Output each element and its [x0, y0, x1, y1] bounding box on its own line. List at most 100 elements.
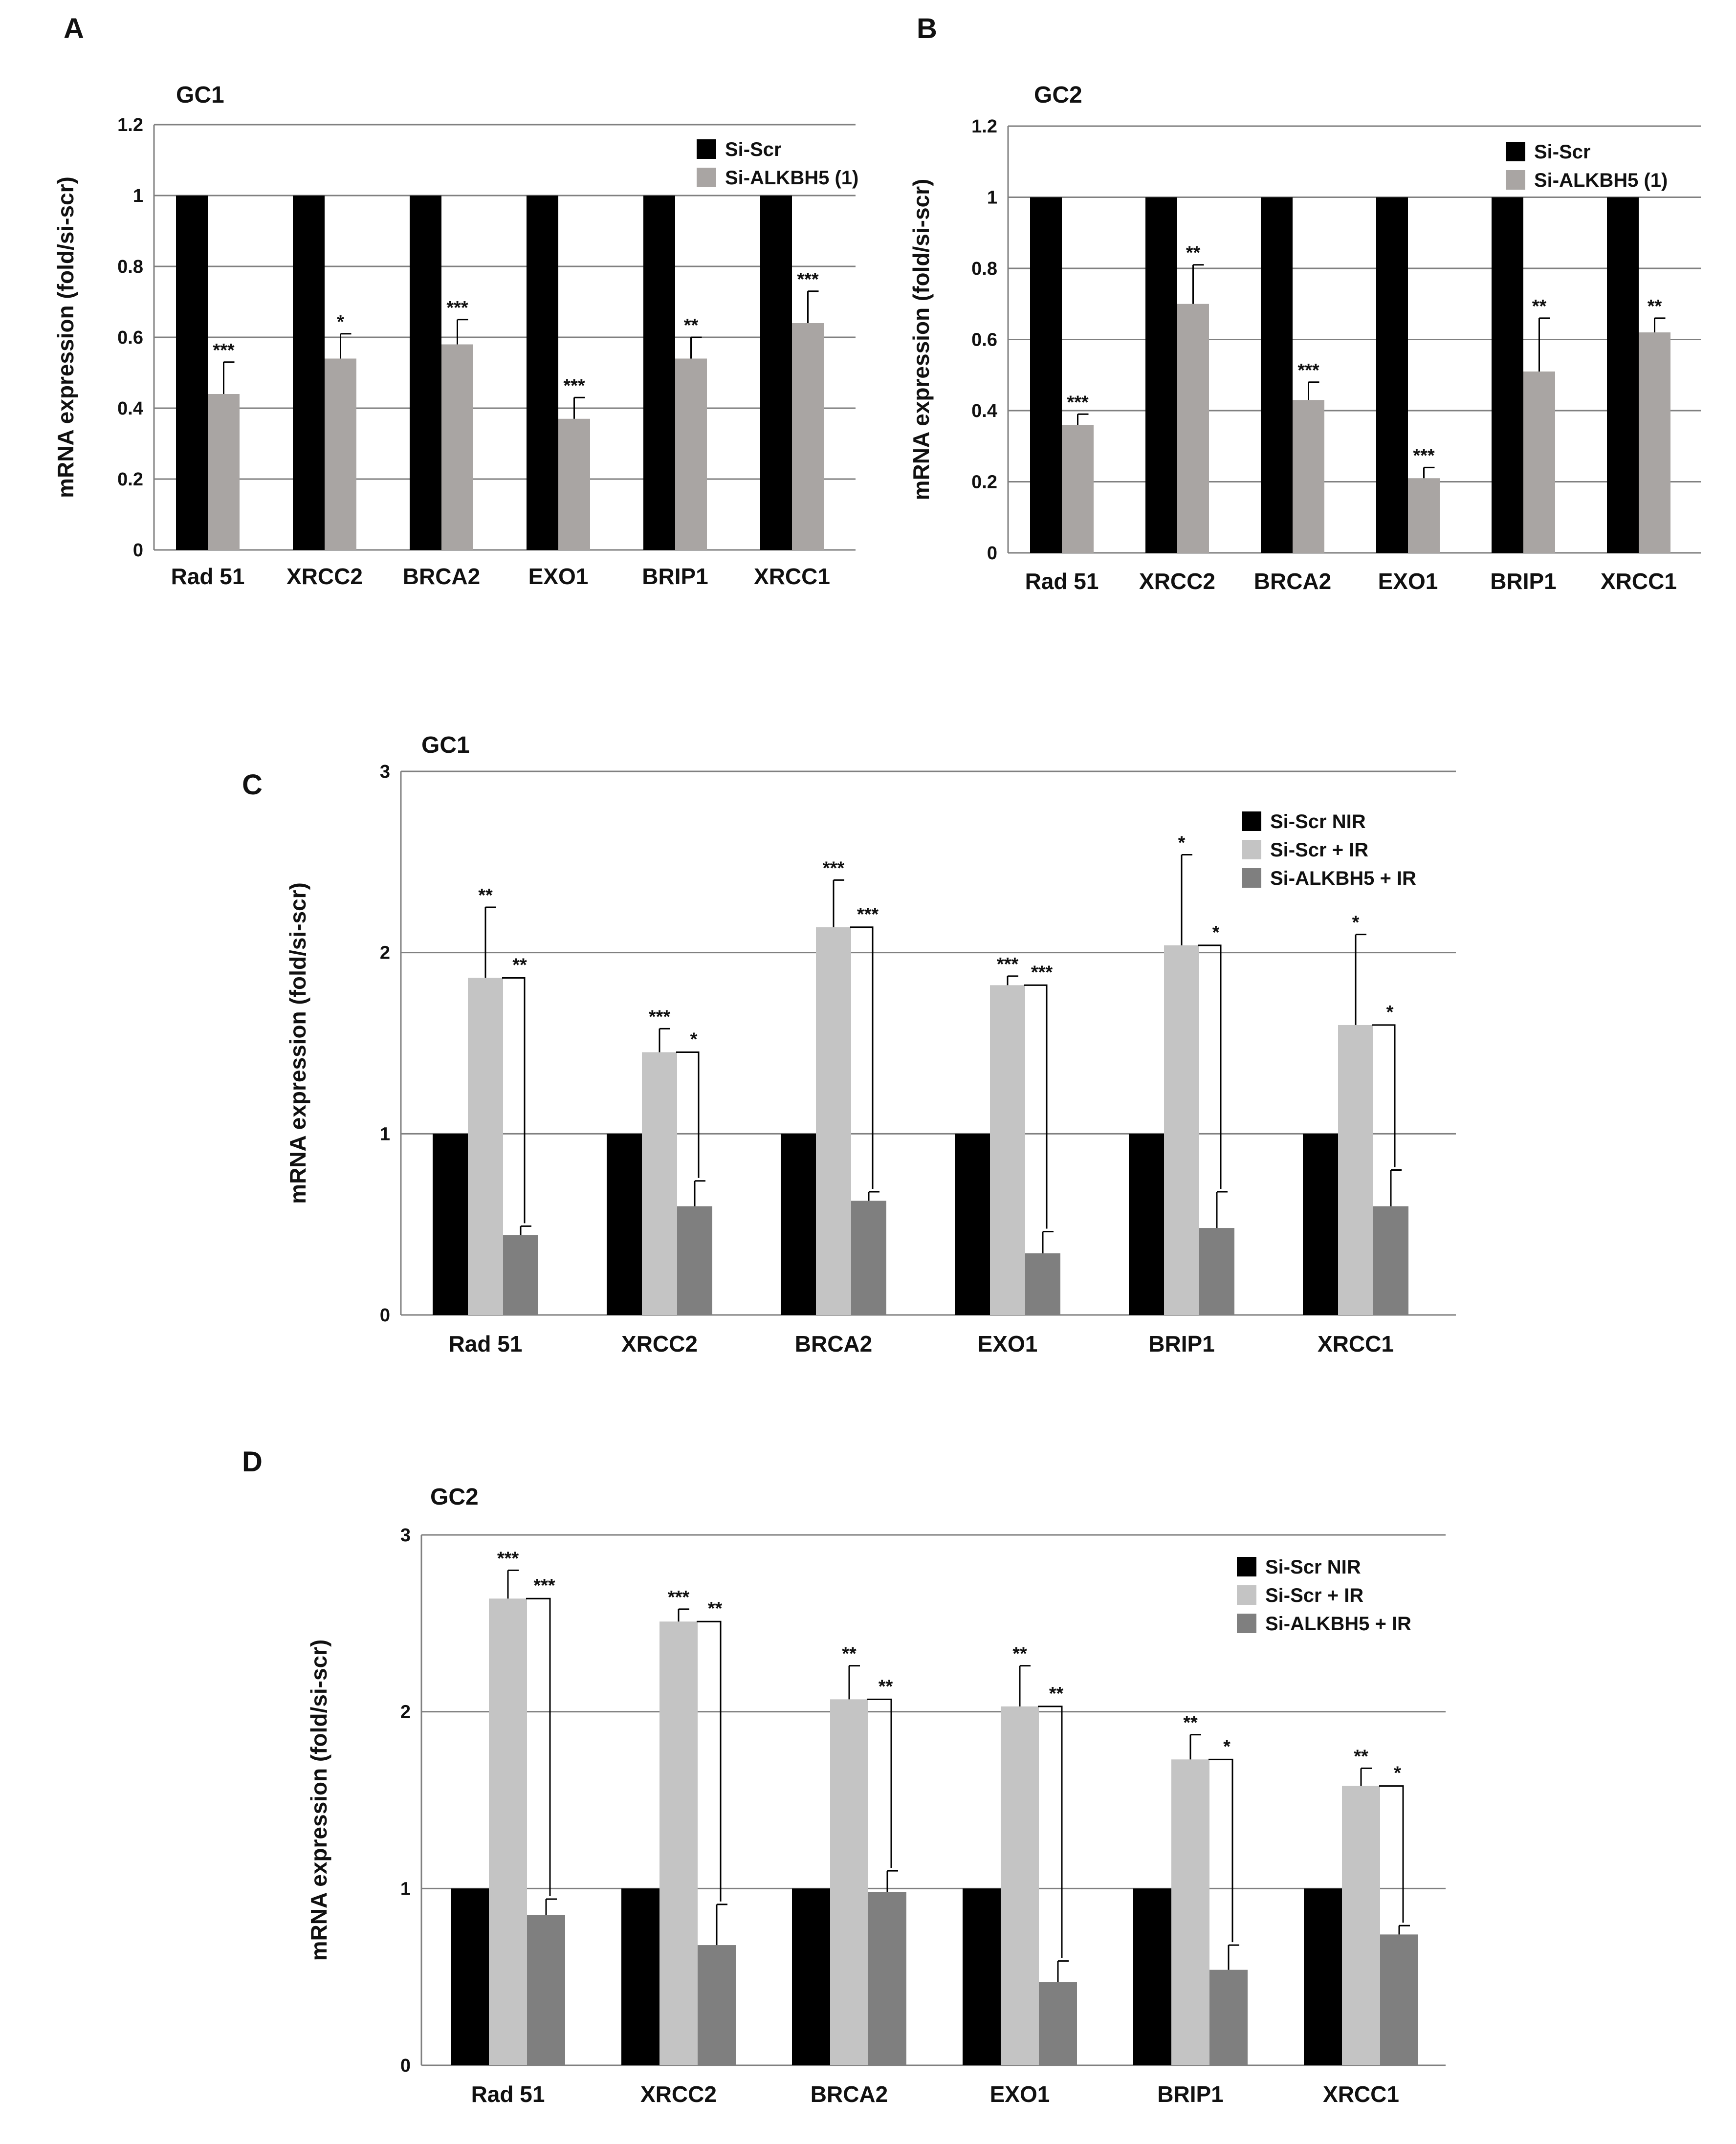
category-label: XRCC1 — [754, 564, 830, 589]
bar — [792, 323, 824, 550]
bar — [325, 358, 356, 550]
bar — [1607, 197, 1639, 553]
y-tick-label: 0 — [400, 2056, 411, 2076]
significance-stars: ** — [1648, 296, 1662, 317]
category-label: EXO1 — [990, 2081, 1050, 2107]
y-tick-label: 0 — [987, 543, 997, 564]
y-tick-label: 0.6 — [117, 328, 143, 348]
bar — [677, 1206, 712, 1315]
significance-stars: *** — [497, 1548, 519, 1569]
y-tick-label: 1.2 — [971, 116, 997, 137]
comparison-stars: ** — [879, 1676, 893, 1697]
bar — [1492, 197, 1523, 553]
bar — [176, 196, 208, 550]
significance-stars: *** — [649, 1006, 671, 1027]
y-tick-label: 0.6 — [971, 330, 997, 350]
bar — [1303, 1134, 1338, 1315]
bar — [698, 1945, 736, 2065]
category-label: BRCA2 — [811, 2081, 888, 2107]
legend-swatch — [1237, 1585, 1256, 1605]
bar — [489, 1598, 527, 2065]
bar — [816, 927, 851, 1315]
comparison-stars: *** — [1031, 962, 1053, 983]
bar — [675, 358, 707, 550]
significance-stars: *** — [997, 954, 1019, 975]
y-tick-label: 1 — [987, 188, 997, 208]
legend-label: Si-Scr NIR — [1270, 811, 1366, 832]
y-tick-label: 0 — [380, 1305, 390, 1326]
y-tick-label: 3 — [380, 762, 390, 782]
panel-a: A GC1 0 0.2 0.4 0.6 0.8 1 1.2 mRNA expression (fo… — [53, 13, 858, 589]
y-tick-label: 0.2 — [971, 472, 997, 493]
significance-stars: ** — [842, 1644, 857, 1664]
bar — [1639, 332, 1670, 553]
bar — [621, 1888, 659, 2065]
significance-stars: *** — [213, 340, 235, 361]
bar — [1030, 197, 1062, 553]
comparison-stars: *** — [857, 904, 879, 925]
category-label: BRCA2 — [403, 564, 480, 589]
significance-stars: *** — [668, 1587, 690, 1608]
bar — [1025, 1253, 1060, 1315]
y-tick-label: 1.2 — [117, 115, 143, 135]
legend-label: Si-ALKBH5 + IR — [1265, 1613, 1411, 1635]
y-tick-label: 2 — [380, 943, 390, 963]
y-tick-label: 0.8 — [117, 257, 143, 277]
category-label: XRCC2 — [640, 2081, 717, 2107]
category-label: BRIP1 — [642, 564, 708, 589]
legend-label: Si-Scr + IR — [1265, 1585, 1363, 1606]
comparison-bracket — [1024, 984, 1048, 1229]
chart-title: GC1 — [176, 82, 224, 108]
category-label: XRCC1 — [1601, 569, 1677, 594]
comparison-bracket — [1209, 1758, 1233, 1943]
y-axis-label: mRNA expression (fold/si-scr) — [908, 179, 934, 501]
bar — [1376, 197, 1408, 553]
comparison-stars: * — [1394, 1763, 1401, 1784]
legend-label: Si-Scr + IR — [1270, 839, 1368, 861]
comparison-stars: * — [690, 1029, 698, 1050]
comparison-stars: *** — [533, 1575, 555, 1596]
bar — [1293, 400, 1324, 553]
bar — [607, 1134, 642, 1315]
bar — [1373, 1206, 1408, 1315]
comparison-bracket — [1372, 1024, 1396, 1167]
comparison-bracket — [850, 926, 874, 1189]
category-label: XRCC2 — [286, 564, 363, 589]
bar — [1171, 1759, 1209, 2065]
bar — [963, 1888, 1001, 2065]
y-tick-label: 1 — [133, 186, 143, 206]
bar — [868, 1892, 906, 2065]
comparison-bracket — [526, 1597, 551, 1897]
bar — [830, 1699, 868, 2065]
significance-stars: *** — [446, 298, 468, 318]
significance-stars: ** — [684, 315, 699, 336]
legend-swatch — [1242, 840, 1261, 859]
chart-title: GC2 — [1034, 82, 1082, 108]
y-tick-label: 1 — [400, 1879, 411, 1899]
comparison-stars: ** — [1049, 1684, 1064, 1704]
significance-stars: ** — [1186, 243, 1201, 263]
significance-stars: * — [1352, 913, 1360, 933]
bar — [1164, 945, 1199, 1315]
significance-stars: ** — [1532, 296, 1547, 317]
comparison-bracket — [502, 977, 526, 1224]
category-label: Rad 51 — [171, 564, 245, 589]
legend-label: Si-Scr — [725, 139, 782, 160]
category-label: XRCC1 — [1323, 2081, 1399, 2107]
y-tick-label: 1 — [380, 1124, 390, 1144]
legend-label: Si-Scr NIR — [1265, 1556, 1361, 1578]
comparison-bracket — [697, 1620, 722, 1902]
significance-stars: *** — [823, 858, 845, 878]
y-tick-label: 2 — [400, 1702, 411, 1723]
bar — [451, 1888, 489, 2065]
bar — [781, 1134, 816, 1315]
bar — [1177, 304, 1209, 553]
bar — [851, 1201, 886, 1315]
category-label: XRCC1 — [1318, 1331, 1394, 1356]
comparison-stars: ** — [512, 955, 527, 976]
bar — [1129, 1134, 1164, 1315]
significance-stars: ** — [1354, 1746, 1368, 1767]
